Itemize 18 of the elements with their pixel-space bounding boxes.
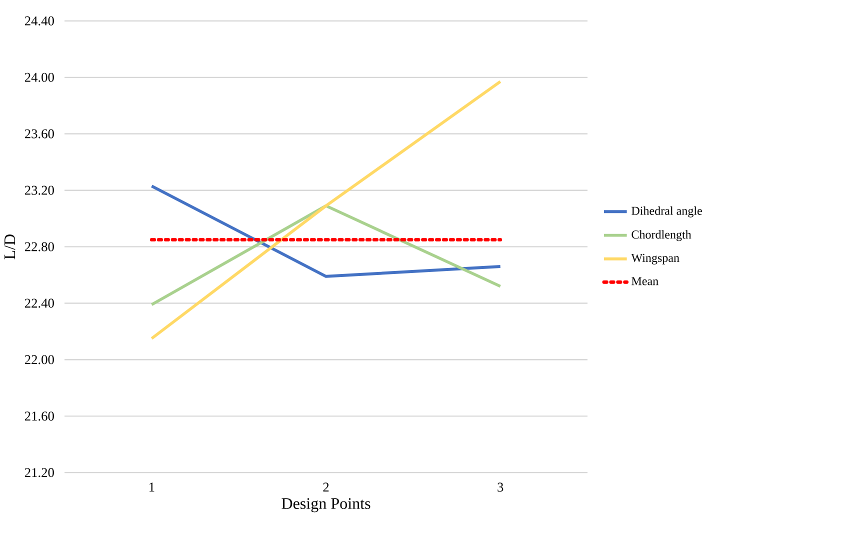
legend-label: Mean	[632, 277, 658, 286]
x-tick-label: 3	[498, 482, 504, 492]
y-tick-label: 21.20	[24, 468, 54, 478]
x-tick-label: 1	[150, 482, 154, 492]
legend-label: Wingspan	[631, 254, 680, 264]
legend-label: Dihedral angle	[632, 206, 702, 218]
y-axis-title: L/D	[4, 234, 16, 260]
y-tick-label: 24.40	[24, 16, 54, 26]
x-axis-title: Design Points	[282, 498, 370, 512]
y-tick-label: 23.20	[24, 186, 54, 195]
x-tick-label: 2	[323, 482, 329, 492]
y-tick-label: 23.60	[24, 129, 54, 138]
legend-label: Chordlength	[632, 230, 692, 242]
y-tick-label: 21.60	[24, 412, 54, 421]
y-tick-label: 22.00	[24, 355, 54, 364]
y-tick-label: 22.80	[24, 242, 54, 252]
y-tick-label: 24.00	[24, 72, 54, 82]
y-tick-label: 22.40	[24, 298, 54, 308]
